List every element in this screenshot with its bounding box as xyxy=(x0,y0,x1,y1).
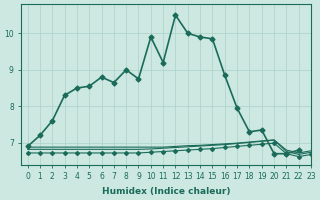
X-axis label: Humidex (Indice chaleur): Humidex (Indice chaleur) xyxy=(102,187,230,196)
